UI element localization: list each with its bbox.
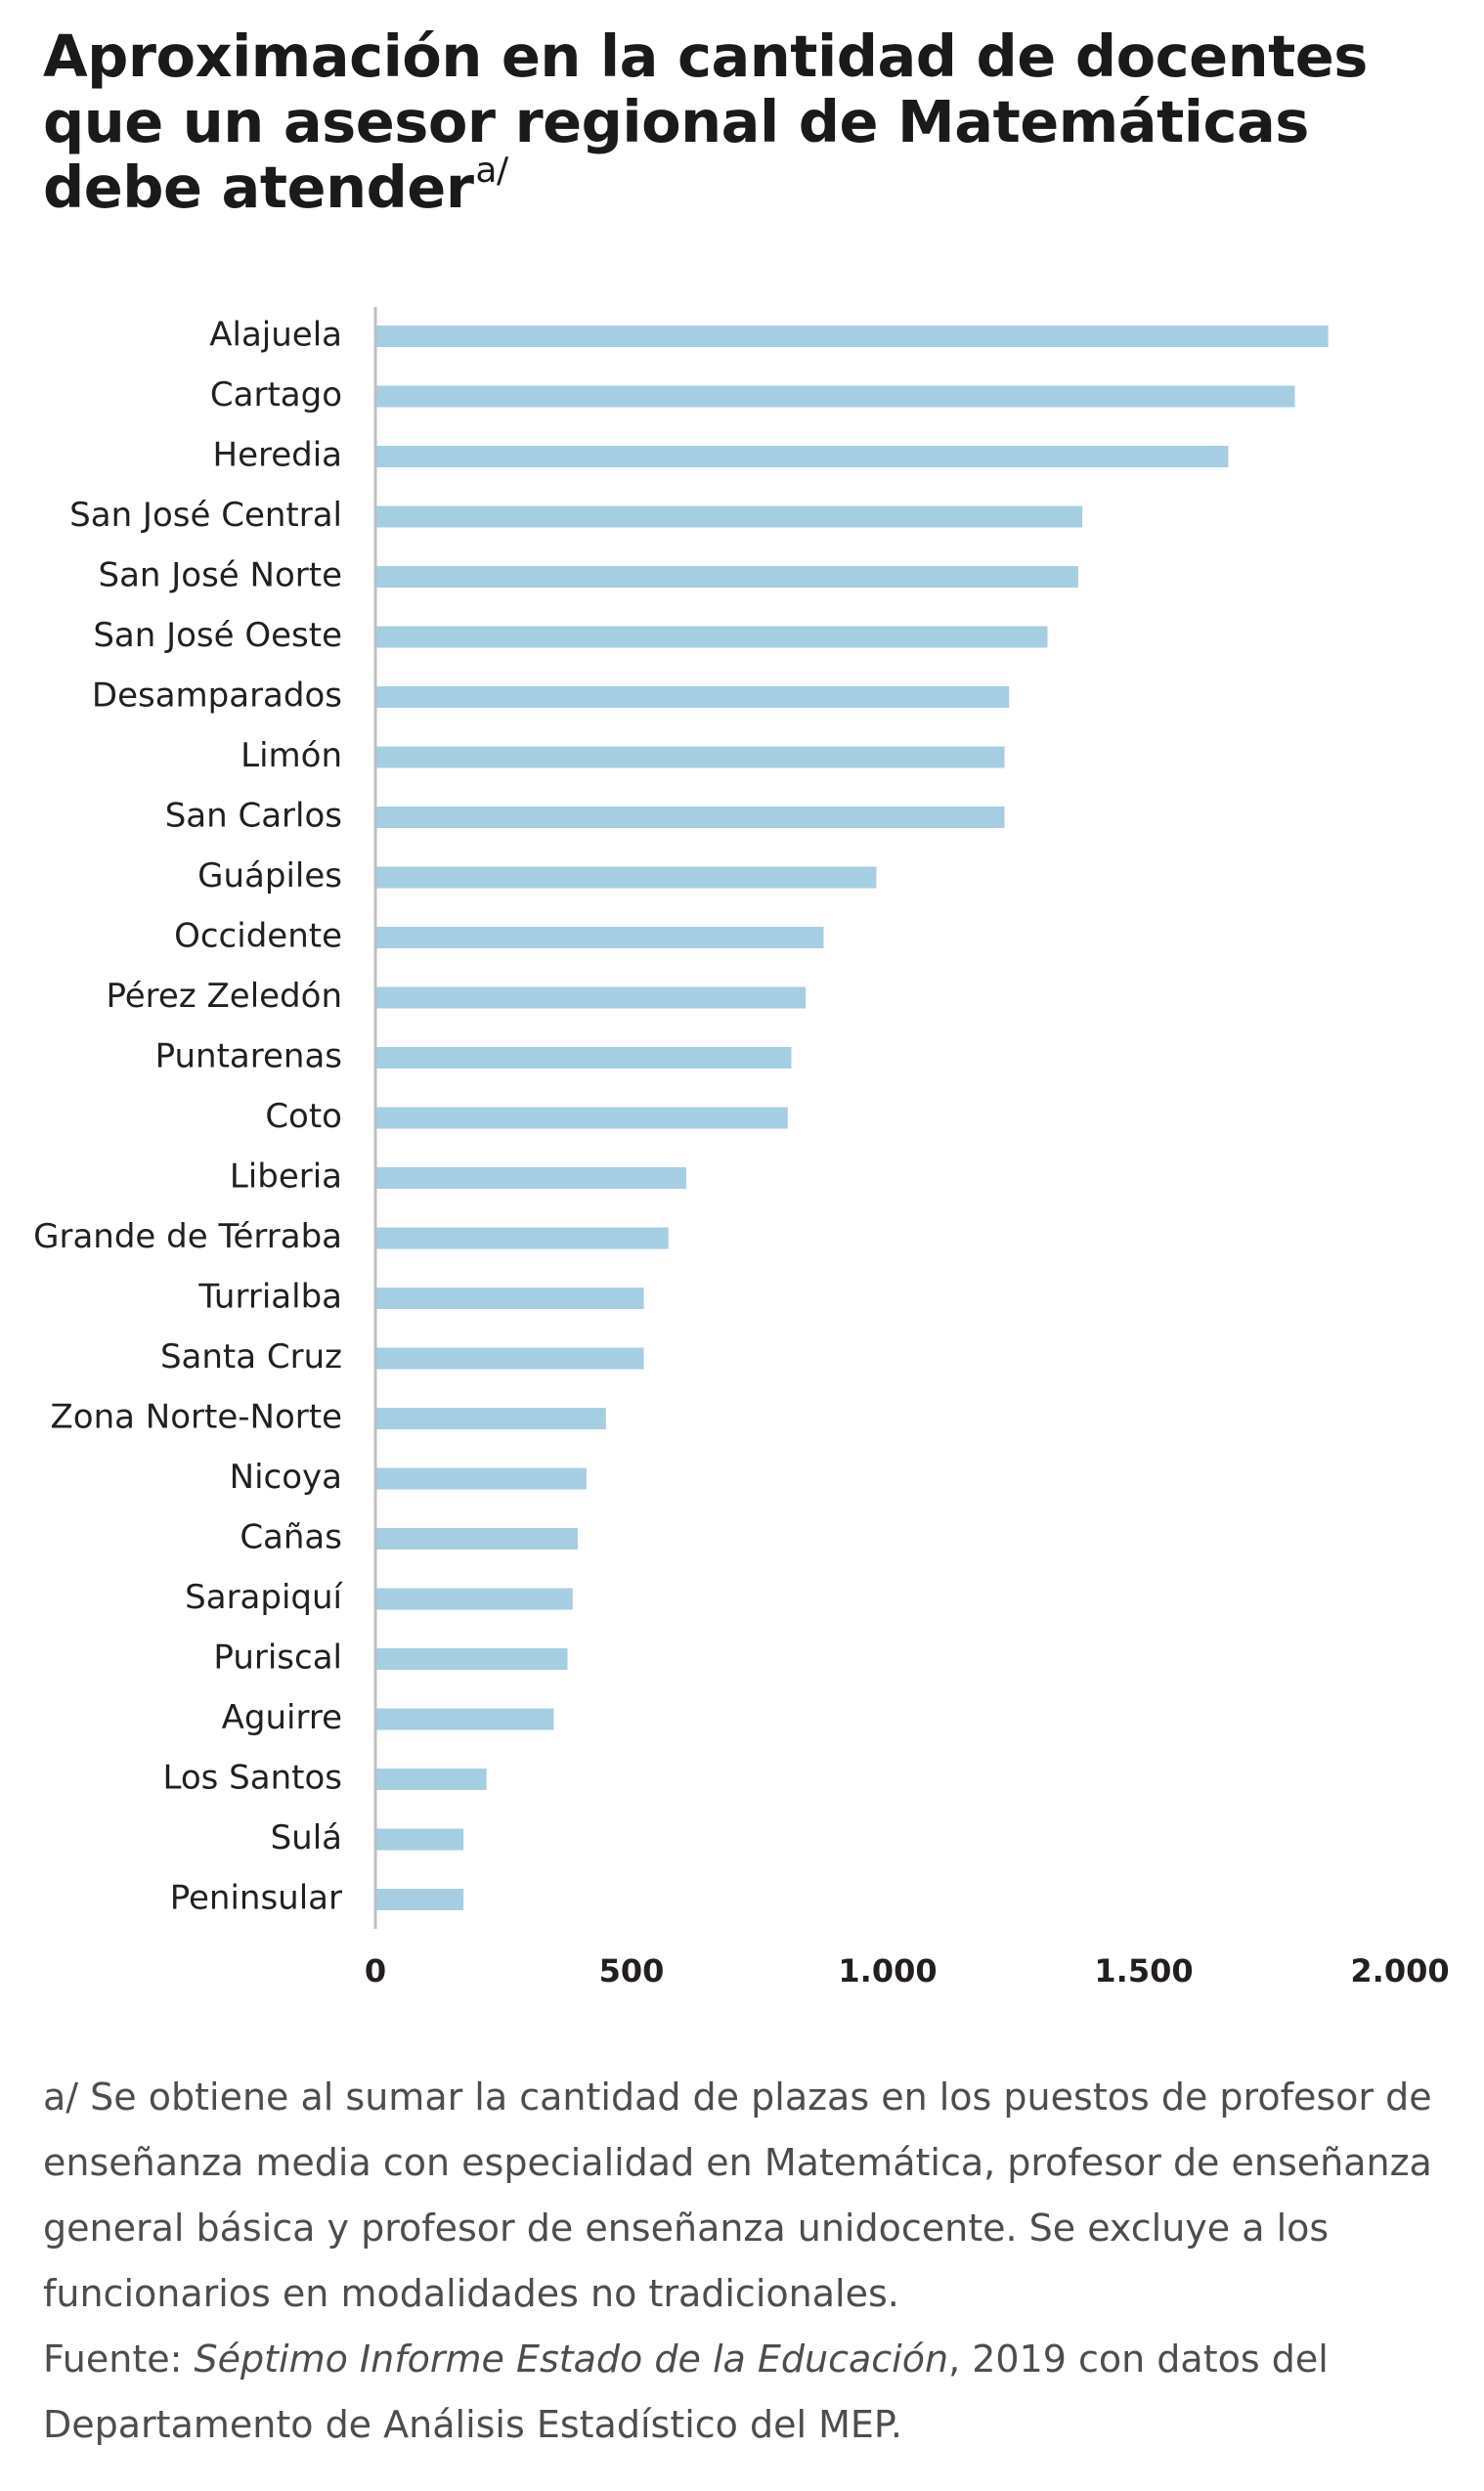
- x-tick-label: 500: [599, 1952, 665, 1989]
- source-note: Fuente: Séptimo Informe Estado de la Edu…: [43, 2327, 1451, 2458]
- category-label-heredia: Heredia: [213, 436, 343, 475]
- category-label-desamparados: Desamparados: [92, 677, 342, 716]
- bar-sarapiqui: [375, 1588, 573, 1610]
- bar-turrialba: [375, 1288, 644, 1309]
- bar-san-jose-oeste: [375, 626, 1048, 648]
- bar-coto: [375, 1107, 788, 1129]
- category-label-limon: Limón: [240, 736, 342, 775]
- bar-canas: [375, 1528, 578, 1550]
- category-label-guapiles: Guápiles: [197, 856, 342, 896]
- category-label-aguirre: Aguirre: [222, 1698, 342, 1737]
- category-label-alajuela: Alajuela: [209, 316, 342, 355]
- category-labels: Alajuela Cartago Heredia San José Central Sa…: [33, 316, 343, 1918]
- bar-los-santos: [375, 1769, 487, 1790]
- bar-zona-norte-norte: [375, 1408, 606, 1429]
- category-label-turrialba: Turrialba: [197, 1278, 342, 1317]
- source-suffix: , 2019 con datos del Departamento de Aná…: [43, 2338, 1329, 2446]
- bar-guapiles: [375, 866, 877, 889]
- chart-title-text: Aproximación en la cantidad de docentes …: [43, 22, 1368, 221]
- source-prefix: Fuente:: [43, 2338, 195, 2381]
- source-title: Séptimo Informe Estado de la Educación: [194, 2338, 949, 2381]
- bar-santa-cruz: [375, 1347, 644, 1370]
- bars: [375, 326, 1329, 1910]
- x-tick-label: 1.000: [838, 1952, 937, 1989]
- bar-peninsular: [375, 1889, 464, 1910]
- category-label-puntarenas: Puntarenas: [155, 1037, 342, 1076]
- x-tick-label: 2.000: [1350, 1952, 1449, 1989]
- category-label-san-carlos: San Carlos: [165, 797, 342, 836]
- bar-perez-zeledon: [375, 986, 807, 1009]
- category-label-los-santos: Los Santos: [163, 1759, 342, 1798]
- bar-aguirre: [375, 1708, 554, 1730]
- bar-limon: [375, 746, 1005, 768]
- category-label-liberia: Liberia: [230, 1158, 342, 1197]
- category-label-santa-cruz: Santa Cruz: [160, 1337, 342, 1377]
- category-label-san-jose-norte: San José Norte: [98, 556, 342, 595]
- footnote: a/ Se obtiene al sumar la cantidad de pl…: [43, 2076, 1432, 2315]
- bar-cartago: [375, 385, 1295, 408]
- bar-san-jose-norte: [375, 566, 1078, 588]
- category-label-zona-norte-norte: Zona Norte-Norte: [51, 1398, 342, 1437]
- x-tick-label: 1.500: [1094, 1952, 1193, 1989]
- category-label-nicoya: Nicoya: [230, 1458, 342, 1497]
- category-label-grande-de-terraba: Grande de Térraba: [33, 1217, 342, 1256]
- category-label-puriscal: Puriscal: [213, 1639, 342, 1678]
- category-label-cartago: Cartago: [210, 375, 342, 415]
- bar-sula: [375, 1828, 464, 1851]
- bar-puriscal: [375, 1648, 568, 1670]
- category-label-canas: Cañas: [240, 1518, 342, 1557]
- bar-san-jose-central: [375, 505, 1083, 528]
- bar-desamparados: [375, 686, 1010, 708]
- x-axis-ticks: 0 500 1.000 1.500 2.000: [365, 1952, 1450, 1989]
- x-tick-label: 0: [365, 1952, 386, 1989]
- category-label-sula: Sulá: [271, 1818, 342, 1857]
- bar-chart: Alajuela Cartago Heredia San José Central Sa…: [33, 307, 1450, 1989]
- category-label-coto: Coto: [265, 1097, 342, 1136]
- bar-grande-de-terraba: [375, 1227, 669, 1249]
- bar-nicoya: [375, 1467, 587, 1490]
- category-label-occidente: Occidente: [174, 917, 342, 956]
- category-label-san-jose-oeste: San José Oeste: [93, 616, 342, 655]
- category-label-perez-zeledon: Pérez Zeledón: [106, 977, 342, 1016]
- chart-notes: a/ Se obtiene al sumar la cantidad de pl…: [43, 2065, 1451, 2458]
- chart-title: Aproximación en la cantidad de docentes …: [43, 23, 1441, 220]
- bar-occidente: [375, 927, 824, 948]
- bar-san-carlos: [375, 807, 1005, 828]
- bar-alajuela: [375, 326, 1329, 347]
- category-label-sarapiqui: Sarapiquí: [185, 1578, 343, 1617]
- category-label-peninsular: Peninsular: [170, 1879, 342, 1918]
- bar-puntarenas: [375, 1047, 792, 1069]
- title-footnote-marker: a/: [475, 151, 508, 191]
- bar-liberia: [375, 1167, 687, 1189]
- category-label-san-jose-central: San José Central: [69, 496, 342, 535]
- bar-heredia: [375, 446, 1229, 467]
